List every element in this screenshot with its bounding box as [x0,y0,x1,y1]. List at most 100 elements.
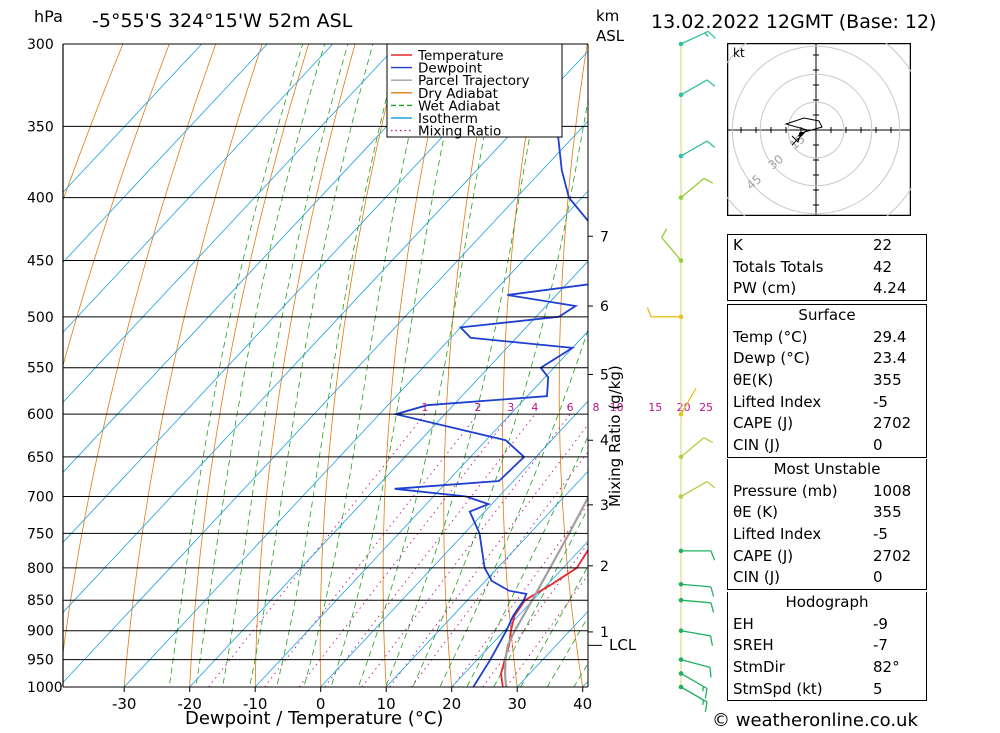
hodo-eh-value: -9 [873,614,888,633]
wet-adiabat-line [195,44,326,687]
wind-level-dot [678,153,684,159]
wind-level-dot [678,581,684,587]
wind-barb-staff [680,630,711,637]
legend-entry-label: Dry Adiabat [418,86,498,102]
isotherm-line [123,190,588,687]
pressure-tick-label: 900 [27,624,54,640]
surface-cape-label: CAPE (J) [733,414,794,433]
indices-general: K 22 Totals Totals 42 PW (cm) 4.24 [727,234,927,302]
wet-adiabat-line [466,435,588,687]
surface-title: Surface [798,306,856,324]
hodo-sreh-label: SREH [733,636,774,655]
wind-barb-flag [710,586,715,597]
credit-link[interactable]: © weatheronline.co.uk [712,710,918,731]
wind-level-dot [678,454,684,460]
index-tt-label: Totals Totals [733,257,824,276]
x-tick-label: 20 [442,695,461,713]
wind-level-dot [678,411,684,417]
wind-barb-staff [680,140,708,157]
wind-barb-flag [710,550,716,561]
hodo-ring [731,45,901,215]
surface-li-value: -5 [873,392,888,411]
wind-barb-staff [680,387,697,415]
wind-barb-flag [704,32,709,37]
legend-entry-label: Temperature [417,48,504,64]
wind-level-dot [678,92,684,98]
wind-level-dot [678,195,684,200]
dry-adiabat-line [443,44,495,687]
mixing-ratio-line [361,413,571,687]
pressure-tick-label: 1000 [27,680,63,696]
mixing-ratio-line [389,423,588,687]
wind-level-dot [678,548,684,554]
wind-barb-flag [706,481,716,489]
hodo-stmdir-label: StmDir [733,658,785,677]
surface-thetae-label: θE(K) [733,371,774,390]
legend-entry-label: Wet Adiabat [418,98,500,114]
plot-frame [62,43,589,688]
mu-cape-label: CAPE (J) [733,546,794,565]
isotherm-line [451,540,588,687]
km-tick-label: 4 [600,433,609,449]
wet-adiabat-line [357,44,503,687]
wind-barb-flag [704,701,708,712]
isotherm-line [254,330,588,687]
wind-profile [646,30,716,712]
x-tick-label: 10 [377,695,396,713]
dry-adiabat-line [63,44,124,202]
background-lines [63,44,588,687]
wind-barb-flag [704,688,708,699]
dry-adiabat-line [63,44,170,368]
pressure-tick-label: 550 [27,361,54,377]
km-tick-label: 6 [600,299,609,315]
surface-dewp-label: Dewp (°C) [733,349,811,368]
indices-hodograph: Hodograph EH -9 SREH -7 StmDir 82° StmSpd (… [727,592,927,702]
dry-adiabat-line [63,44,217,657]
pressure-tick-label: 450 [27,254,54,270]
wind-barb-flag [709,667,712,678]
hodograph-unit: kt [733,46,745,60]
hodograph-trace [784,117,823,146]
wind-barb-staff [680,686,708,703]
mixing-ratio-line [324,413,536,687]
wind-barb-flag [707,30,716,39]
dewpoint-trace [392,44,588,687]
wet-adiabat-line [249,44,374,687]
mu-cin-value: 0 [873,568,883,587]
pressure-tick-label: 850 [27,593,54,609]
temperature-axis: -30 -20 -10 0 10 20 30 40 [112,687,592,713]
surface-li-label: Lifted Index [733,392,822,411]
pressure-tick-label: 400 [27,191,54,207]
hodo-eh-label: EH [733,614,754,633]
hodo-ring [787,101,845,159]
mixing-ratio-label: 6 [567,401,574,414]
pressure-tick-label: 750 [27,526,54,542]
pressure-tick-label: 800 [27,561,54,577]
legend-entry-label: Isotherm [418,111,478,127]
isotherm-line [320,400,588,687]
mu-cape-value: 2702 [873,546,912,565]
surface-temp-label: Temp (°C) [733,327,808,346]
wind-barb-staff [680,480,708,498]
isotherm-lines [63,44,588,687]
wind-barb-flag [706,79,716,87]
mixing-ratio-label: 20 [677,401,691,414]
wet-adiabat-line [439,328,588,687]
mu-li-label: Lifted Index [733,525,822,544]
legend-entry-label: Parcel Trajectory [418,73,530,89]
mu-pressure-value: 1008 [873,481,912,500]
x-tick-label: -20 [177,695,202,713]
dry-adiabat-line [558,44,588,687]
wind-level-dot [678,494,684,499]
parcel-trace [503,495,588,687]
isotherm-line [63,50,588,613]
surface-cin-value: 0 [873,436,883,455]
wet-adiabat-line [222,44,349,687]
wind-barb-flag [702,686,705,692]
legend-entry-label: Mixing Ratio [418,124,501,140]
mixing-ratio-label: 1 [421,401,428,414]
mu-title: Most Unstable [773,460,881,478]
mixing-ratio-line [482,542,588,687]
mixing-ratio-label: 25 [699,401,713,414]
